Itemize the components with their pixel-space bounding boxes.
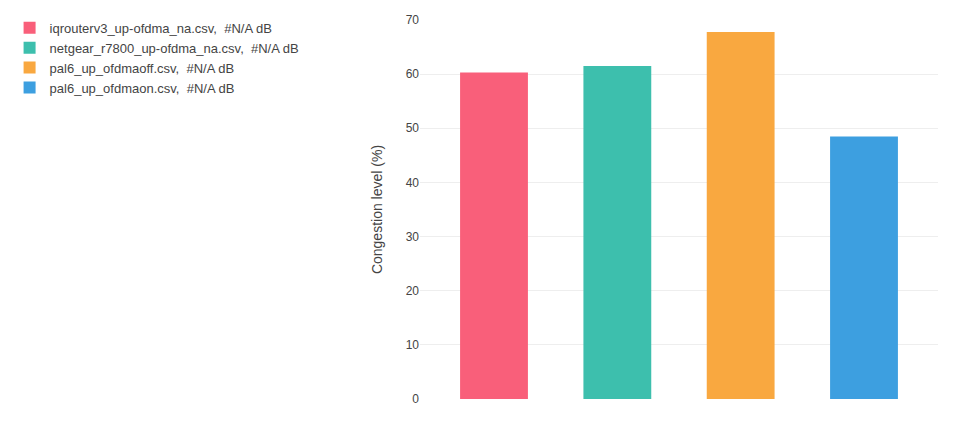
- svg-text:netgear_r7800_up-ofdma_na.csv,: netgear_r7800_up-ofdma_na.csv, #N/A dB: [50, 41, 299, 56]
- svg-text:pal6_up_ofdmaon.csv, #N/A dB: pal6_up_ofdmaon.csv, #N/A dB: [50, 81, 235, 96]
- svg-text:60: 60: [406, 67, 420, 81]
- svg-text:30: 30: [406, 230, 420, 244]
- svg-text:20: 20: [406, 284, 420, 298]
- svg-text:70: 70: [406, 13, 420, 27]
- svg-text:0: 0: [412, 392, 419, 406]
- svg-text:iqrouterv3_up-ofdma_na.csv, #: iqrouterv3_up-ofdma_na.csv, #N/A dB: [50, 21, 272, 36]
- svg-text:Congestion level (%): Congestion level (%): [369, 145, 385, 274]
- svg-text:10: 10: [406, 338, 420, 352]
- svg-text:40: 40: [406, 176, 420, 190]
- svg-text:50: 50: [406, 121, 420, 135]
- svg-text:pal6_up_ofdmaoff.csv, #N/A dB: pal6_up_ofdmaoff.csv, #N/A dB: [50, 61, 235, 76]
